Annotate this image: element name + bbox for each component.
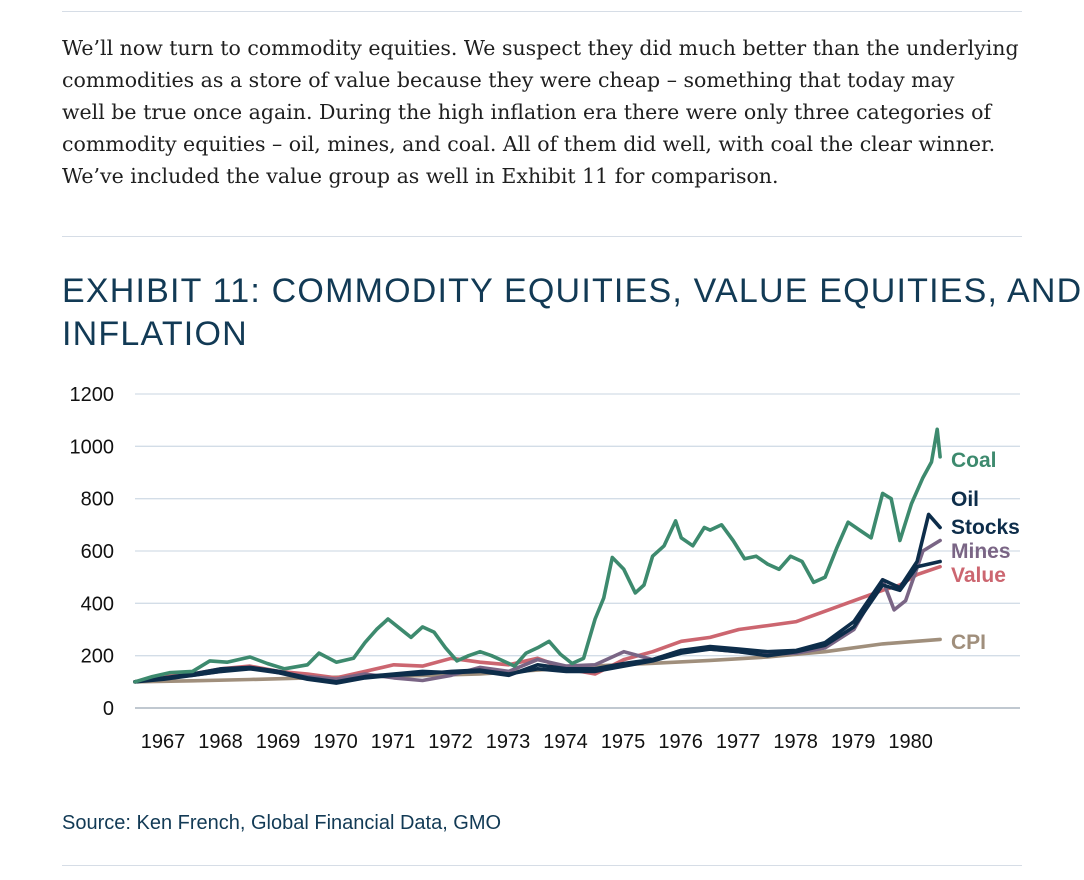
y-tick-label: 800 <box>81 489 114 511</box>
bottom-divider <box>62 865 1022 866</box>
x-tick-label: 1979 <box>831 731 876 753</box>
intro-line: commodity equities – oil, mines, and coa… <box>62 132 996 156</box>
x-tick-label: 1973 <box>486 731 531 753</box>
intro-line: well be true once again. During the high… <box>62 100 992 124</box>
intro-line: commodities as a store of value because … <box>62 68 955 92</box>
intro-line: We’ll now turn to commodity equities. We… <box>62 36 1019 60</box>
y-tick-label: 1000 <box>70 436 115 458</box>
series-label-oil: Oil <box>951 488 979 511</box>
x-tick-label: 1975 <box>601 731 646 753</box>
x-tick-label: 1980 <box>888 731 933 753</box>
x-tick-label: 1968 <box>198 731 243 753</box>
x-tick-label: 1971 <box>371 731 416 753</box>
series-label-value: Value <box>951 564 1006 587</box>
y-tick-label: 1200 <box>70 384 115 406</box>
exhibit-title-line: EXHIBIT 11: COMMODITY EQUITIES, VALUE EQ… <box>62 272 1083 310</box>
series-line-coal <box>133 427 942 684</box>
x-tick-label: 1974 <box>543 731 588 753</box>
exhibit-title: EXHIBIT 11: COMMODITY EQUITIES, VALUE EQ… <box>62 270 1083 356</box>
y-tick-label: 200 <box>81 646 114 668</box>
intro-paragraph: We’ll now turn to commodity equities. We… <box>62 32 1037 192</box>
x-tick-label: 1970 <box>313 731 358 753</box>
series-line-oil <box>133 559 942 685</box>
x-tick-label: 1976 <box>658 731 703 753</box>
series-label-cpi: CPI <box>951 631 986 654</box>
intro-line: We’ve included the value group as well i… <box>62 164 779 188</box>
series-label-stocks: Stocks <box>951 516 1020 539</box>
line-chart: 0 200 400 600 800 1000 1200 1967 1968 1969 1970 197… <box>70 384 1020 753</box>
x-tick-label: 1969 <box>256 731 301 753</box>
x-tick-label: 1978 <box>773 731 818 753</box>
source-note: Source: Ken French, Global Financial Dat… <box>62 812 502 834</box>
exhibit-title-line: INFLATION <box>62 315 248 353</box>
series-label-coal: Coal <box>951 449 997 472</box>
x-tick-label: 1967 <box>141 731 186 753</box>
section-divider <box>62 236 1022 237</box>
series-label-mines: Mines <box>951 540 1011 563</box>
y-tick-label: 600 <box>81 541 114 563</box>
y-tick-label: 400 <box>81 593 114 615</box>
x-tick-label: 1972 <box>428 731 473 753</box>
top-divider <box>62 11 1022 12</box>
y-tick-label: 0 <box>103 698 114 720</box>
x-tick-label: 1977 <box>716 731 761 753</box>
